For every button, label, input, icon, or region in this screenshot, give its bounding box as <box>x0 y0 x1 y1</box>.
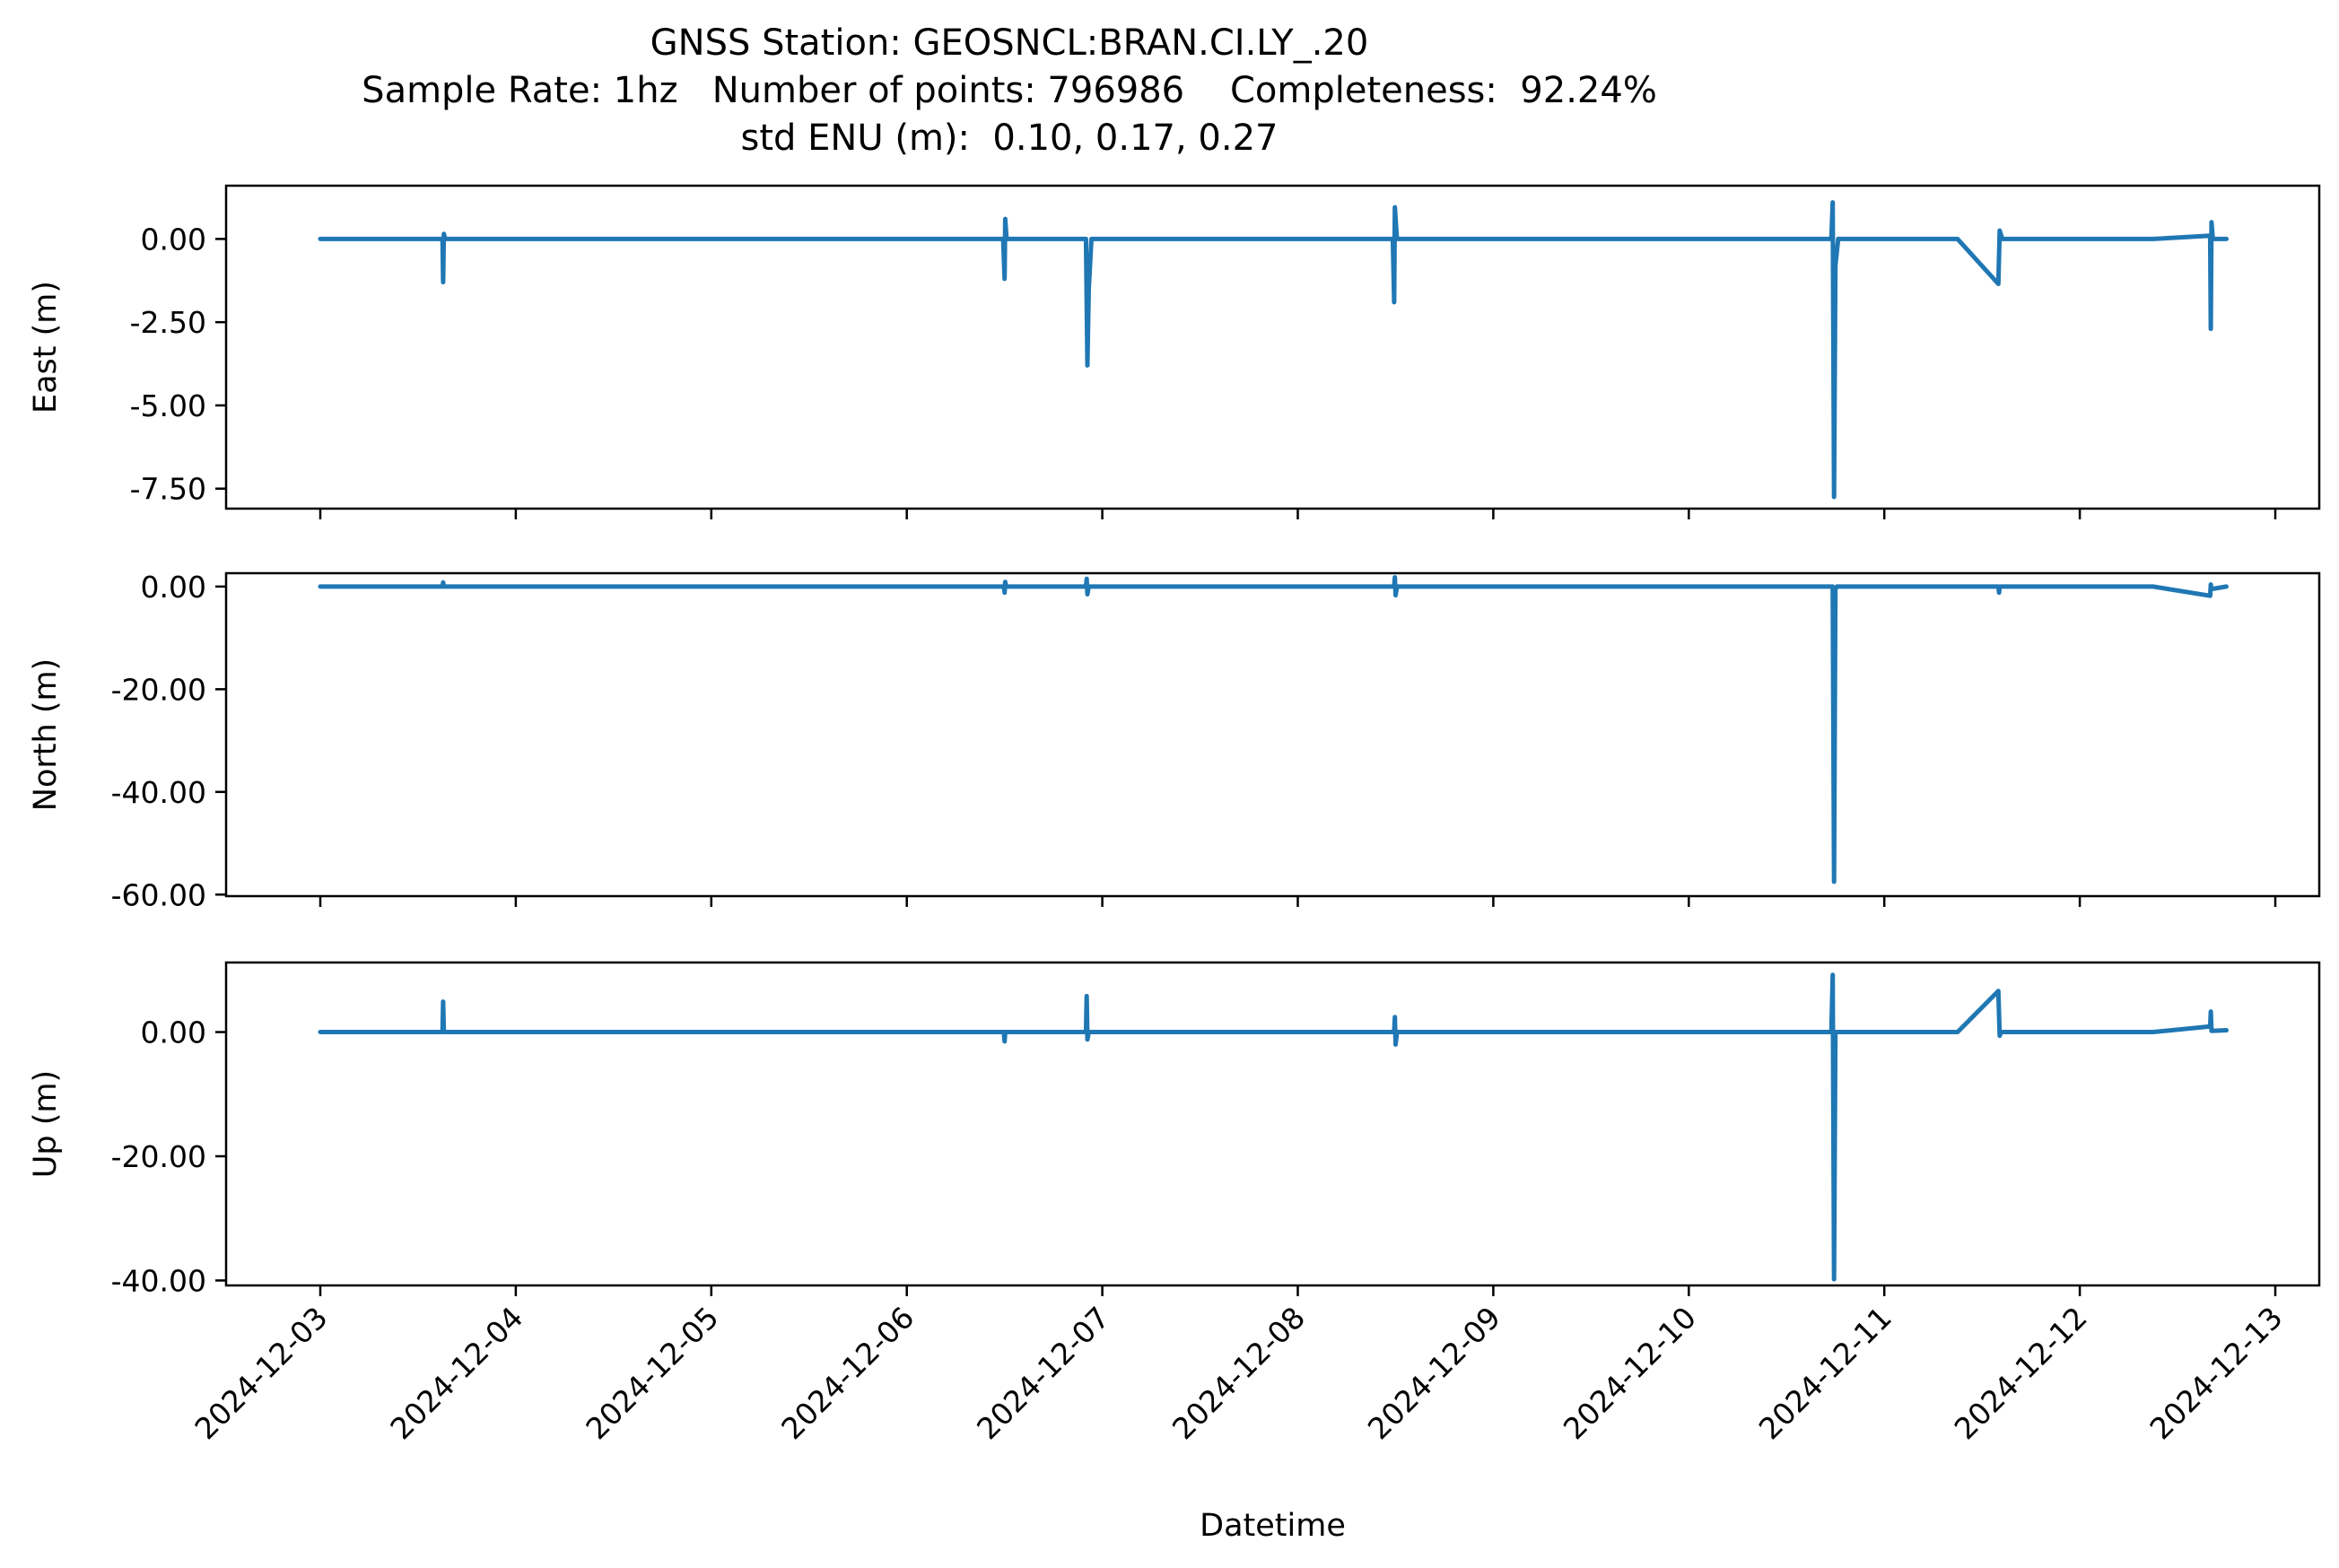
subplot-up: 0.00 -20.00 -40.00 Up (m) <box>28 961 2321 1298</box>
x-tick-label: 2024-12-05 <box>579 1300 725 1446</box>
y-axis-label: East (m) <box>28 281 64 414</box>
x-tick-label: 2024-12-04 <box>383 1300 529 1446</box>
chart-subtitle-2: std ENU (m): 0.10, 0.17, 0.27 <box>740 118 1279 159</box>
series-line <box>318 200 2229 500</box>
x-tick-label: 2024-12-11 <box>1752 1300 1898 1446</box>
y-tick-label: -20.00 <box>111 672 206 707</box>
x-tick-label: 2024-12-07 <box>970 1300 1116 1446</box>
y-axis-label: North (m) <box>28 658 64 811</box>
y-tick-label: -5.00 <box>130 388 206 423</box>
y-tick-label: 0.00 <box>141 570 206 605</box>
x-tick-label: 2024-12-08 <box>1165 1300 1312 1446</box>
y-tick-label: -20.00 <box>111 1139 206 1174</box>
y-tick-label: -2.50 <box>130 305 206 340</box>
y-tick-label: -7.50 <box>130 472 206 507</box>
x-tick-label: 2024-12-06 <box>774 1300 921 1446</box>
x-axis-label: Datetime <box>1200 1508 1346 1544</box>
x-tick-label: 2024-12-03 <box>188 1300 334 1446</box>
x-tick-label: 2024-12-13 <box>2143 1300 2289 1446</box>
chart-title-block: GNSS Station: GEOSNCL:BRAN.CI.LY_.20 Sam… <box>0 20 2019 162</box>
y-tick-label: 0.00 <box>141 1015 206 1050</box>
x-tick-label: 2024-12-10 <box>1557 1300 1703 1446</box>
y-tick-label: 0.00 <box>141 222 206 257</box>
axes-frame <box>224 184 2321 510</box>
subplot-north: 0.00 -20.00 -40.00 -60.00 North (m) <box>28 570 2321 912</box>
chart-title: GNSS Station: GEOSNCL:BRAN.CI.LY_.20 <box>650 22 1369 64</box>
x-tick-label: 2024-12-12 <box>1948 1300 2094 1446</box>
y-tick-label: -60.00 <box>111 877 206 912</box>
chart-subtitle-1: Sample Rate: 1hz Number of points: 79698… <box>362 70 1657 111</box>
axes-frame <box>224 961 2321 1287</box>
x-tick-label: 2024-12-09 <box>1361 1300 1507 1446</box>
y-tick-label: -40.00 <box>111 775 206 810</box>
y-tick-label: -40.00 <box>111 1263 206 1298</box>
y-axis-label: Up (m) <box>28 1070 64 1178</box>
series-line <box>318 575 2229 884</box>
axes-frame <box>224 571 2321 898</box>
subplot-east: 0.00 -2.50 -5.00 -7.50 East (m) <box>28 184 2321 519</box>
series-line <box>318 972 2229 1282</box>
